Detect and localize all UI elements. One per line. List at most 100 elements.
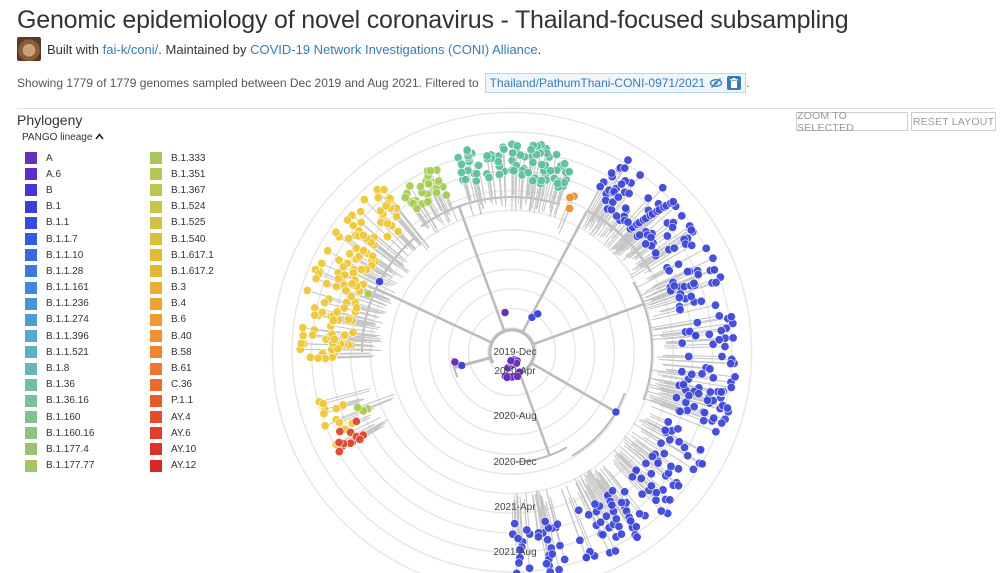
eye-slash-icon[interactable] bbox=[709, 76, 723, 90]
tree-tip[interactable] bbox=[375, 206, 385, 216]
tree-tip[interactable] bbox=[308, 330, 318, 340]
legend-item[interactable]: B.1.8 bbox=[25, 360, 94, 376]
tree-tip[interactable] bbox=[344, 233, 354, 243]
tree-tip[interactable] bbox=[612, 211, 622, 221]
tree-tip[interactable] bbox=[651, 495, 661, 505]
tree-tip[interactable] bbox=[664, 266, 674, 276]
tree-tip[interactable] bbox=[626, 516, 636, 526]
tree-tip[interactable] bbox=[379, 185, 389, 195]
tree-tip[interactable] bbox=[545, 567, 555, 573]
tree-tip[interactable] bbox=[564, 167, 574, 177]
tree-tip[interactable] bbox=[621, 203, 631, 213]
reset-layout-button[interactable]: RESET LAYOUT bbox=[911, 112, 996, 131]
tree-tip[interactable] bbox=[546, 166, 556, 176]
tree-tip[interactable] bbox=[310, 310, 320, 320]
tree-tip[interactable] bbox=[508, 148, 518, 158]
tree-tip[interactable] bbox=[298, 331, 308, 341]
tree-tip[interactable] bbox=[424, 179, 434, 189]
tree-tip[interactable] bbox=[415, 182, 425, 192]
tree-tip[interactable] bbox=[675, 305, 685, 315]
legend-item[interactable]: B.1.1.396 bbox=[25, 328, 94, 344]
tree-tip[interactable] bbox=[683, 451, 693, 461]
tree-tip[interactable] bbox=[513, 372, 522, 381]
tree-tip[interactable] bbox=[457, 361, 467, 370]
legend-item[interactable]: B.6 bbox=[150, 312, 214, 328]
tree-tip[interactable] bbox=[302, 285, 312, 295]
tree-tip[interactable] bbox=[332, 307, 342, 317]
tree-tip[interactable] bbox=[472, 169, 482, 179]
tree-tip[interactable] bbox=[358, 230, 368, 240]
tree-tip[interactable] bbox=[351, 416, 361, 426]
tree-tip[interactable] bbox=[590, 499, 600, 509]
tree-tip[interactable] bbox=[334, 255, 344, 265]
tree-tip[interactable] bbox=[533, 309, 542, 319]
tree-tip[interactable] bbox=[673, 424, 683, 434]
tree-tip[interactable] bbox=[717, 418, 727, 428]
tree-tip[interactable] bbox=[412, 204, 422, 214]
tree-tip[interactable] bbox=[540, 517, 550, 527]
tree-tip[interactable] bbox=[610, 546, 620, 556]
tree-tip[interactable] bbox=[692, 318, 702, 328]
tree-tip[interactable] bbox=[328, 315, 338, 325]
tree-tip[interactable] bbox=[528, 157, 538, 167]
tree-tip[interactable] bbox=[353, 402, 363, 412]
tree-tip[interactable] bbox=[699, 416, 709, 426]
tree-tip[interactable] bbox=[317, 259, 327, 269]
tree-tip[interactable] bbox=[450, 357, 460, 367]
tree-tip[interactable] bbox=[674, 259, 684, 269]
tree-tip[interactable] bbox=[493, 157, 503, 167]
tree-tip[interactable] bbox=[680, 443, 690, 453]
tree-tip[interactable] bbox=[348, 327, 358, 337]
tree-tip[interactable] bbox=[506, 356, 516, 365]
legend-item[interactable]: AY.10 bbox=[150, 441, 214, 457]
tree-tip[interactable] bbox=[345, 249, 355, 259]
tree-tip[interactable] bbox=[375, 277, 384, 286]
legend-item[interactable]: B.1.1.7 bbox=[25, 231, 94, 247]
tree-tip[interactable] bbox=[607, 168, 617, 178]
tree-tip[interactable] bbox=[635, 170, 645, 180]
tree-tip[interactable] bbox=[677, 211, 687, 221]
tree-tip[interactable] bbox=[552, 150, 562, 160]
tree-tip[interactable] bbox=[368, 251, 378, 261]
tree-tip[interactable] bbox=[674, 437, 684, 447]
tree-tip[interactable] bbox=[635, 509, 645, 519]
zoom-to-selected-button[interactable]: ZOOM TO SELECTED bbox=[796, 110, 908, 134]
tree-tip[interactable] bbox=[364, 289, 373, 299]
tree-tip[interactable] bbox=[460, 175, 470, 185]
legend-item[interactable]: B.1 bbox=[25, 199, 94, 215]
tree-tip[interactable] bbox=[673, 464, 683, 474]
tree-tip[interactable] bbox=[457, 159, 467, 169]
tree-tip[interactable] bbox=[686, 291, 696, 301]
tree-tip[interactable] bbox=[689, 278, 699, 288]
tree-tip[interactable] bbox=[671, 393, 681, 403]
tree-tip[interactable] bbox=[716, 387, 726, 397]
legend-item[interactable]: B.1.367 bbox=[150, 182, 214, 198]
legend-item[interactable]: A bbox=[25, 150, 94, 166]
tree-tip[interactable] bbox=[305, 352, 315, 362]
tree-tip[interactable] bbox=[512, 141, 522, 151]
tree-tip[interactable] bbox=[528, 176, 538, 186]
tree-tip[interactable] bbox=[694, 389, 704, 399]
tree-tip[interactable] bbox=[474, 160, 484, 170]
tree-tip[interactable] bbox=[722, 403, 732, 413]
tree-tip[interactable] bbox=[547, 549, 557, 559]
tree-tip[interactable] bbox=[720, 342, 730, 352]
tree-tip[interactable] bbox=[711, 278, 721, 288]
tree-tip[interactable] bbox=[575, 535, 585, 545]
legend-item[interactable]: B.4 bbox=[150, 296, 214, 312]
tree-tip[interactable] bbox=[669, 281, 679, 291]
tree-tip[interactable] bbox=[708, 373, 718, 383]
tree-tip[interactable] bbox=[710, 300, 720, 310]
tree-tip[interactable] bbox=[700, 408, 710, 418]
tree-tip[interactable] bbox=[611, 514, 621, 524]
legend-item[interactable]: B.1.160 bbox=[25, 409, 94, 425]
tree-tip[interactable] bbox=[697, 369, 707, 379]
tree-tip[interactable] bbox=[317, 307, 327, 317]
tree-tip[interactable] bbox=[643, 193, 653, 203]
tree-tip[interactable] bbox=[334, 447, 344, 457]
tree-tip[interactable] bbox=[510, 519, 520, 529]
tree-tip[interactable] bbox=[532, 150, 542, 160]
legend-item[interactable]: B.1.1.161 bbox=[25, 280, 94, 296]
tree-tip[interactable] bbox=[323, 246, 333, 256]
tree-tip[interactable] bbox=[513, 533, 523, 543]
